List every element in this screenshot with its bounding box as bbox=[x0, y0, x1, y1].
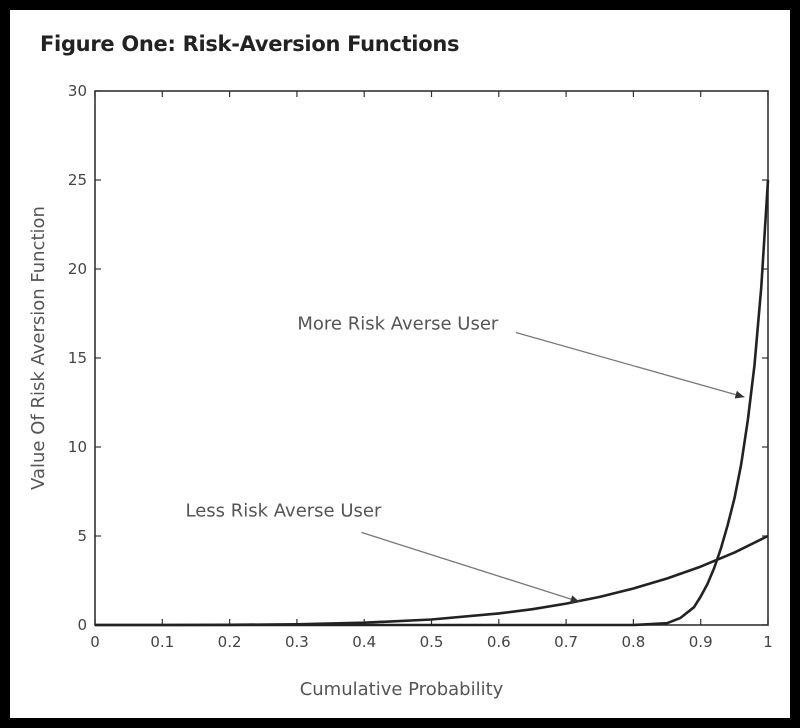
x-tick-label: 0.1 bbox=[150, 633, 174, 651]
chart-title: Figure One: Risk-Aversion Functions bbox=[40, 32, 460, 56]
y-tick-label: 5 bbox=[77, 527, 87, 545]
annotation-arrow bbox=[361, 531, 580, 603]
y-axis-label: Value Of Risk Aversion Function bbox=[28, 206, 49, 490]
x-tick-label: 0.6 bbox=[487, 633, 511, 651]
x-tick-label: 0.4 bbox=[352, 633, 376, 651]
x-tick-label: 0 bbox=[90, 633, 100, 651]
y-tick-label: 25 bbox=[68, 171, 87, 189]
y-tick-label: 30 bbox=[68, 82, 87, 100]
x-tick-label: 0.5 bbox=[420, 633, 444, 651]
y-tick-label: 15 bbox=[68, 349, 87, 367]
x-tick-label: 0.2 bbox=[218, 633, 242, 651]
y-tick-label: 10 bbox=[68, 438, 87, 456]
less-risk-averse-line bbox=[95, 534, 769, 627]
x-tick-label: 0.7 bbox=[554, 633, 578, 651]
annotation-arrow bbox=[515, 331, 745, 398]
plot-area bbox=[94, 90, 769, 626]
x-tick-label: 0.3 bbox=[285, 633, 309, 651]
risk-aversion-chart: 0 0.1 0.2 0.3 0.4 0.5 0.6 0.7 0.8 0.9 105101520253… bbox=[28, 82, 773, 700]
more-risk-averse-line bbox=[95, 179, 770, 627]
annotation-arrowhead bbox=[569, 595, 580, 603]
annotation-more-risk-averse: More Risk Averse User bbox=[297, 314, 499, 335]
x-axis-label: Cumulative Probability bbox=[300, 679, 504, 700]
x-tick-label: 0.9 bbox=[689, 633, 713, 651]
y-tick-label: 0 bbox=[77, 616, 87, 634]
x-tick-label: 0.8 bbox=[621, 633, 645, 651]
annotation-less-risk-averse: Less Risk Averse User bbox=[185, 500, 381, 521]
annotation-arrowhead bbox=[734, 390, 745, 399]
y-tick-label: 20 bbox=[68, 260, 87, 278]
x-tick-label: 1 bbox=[763, 633, 773, 651]
